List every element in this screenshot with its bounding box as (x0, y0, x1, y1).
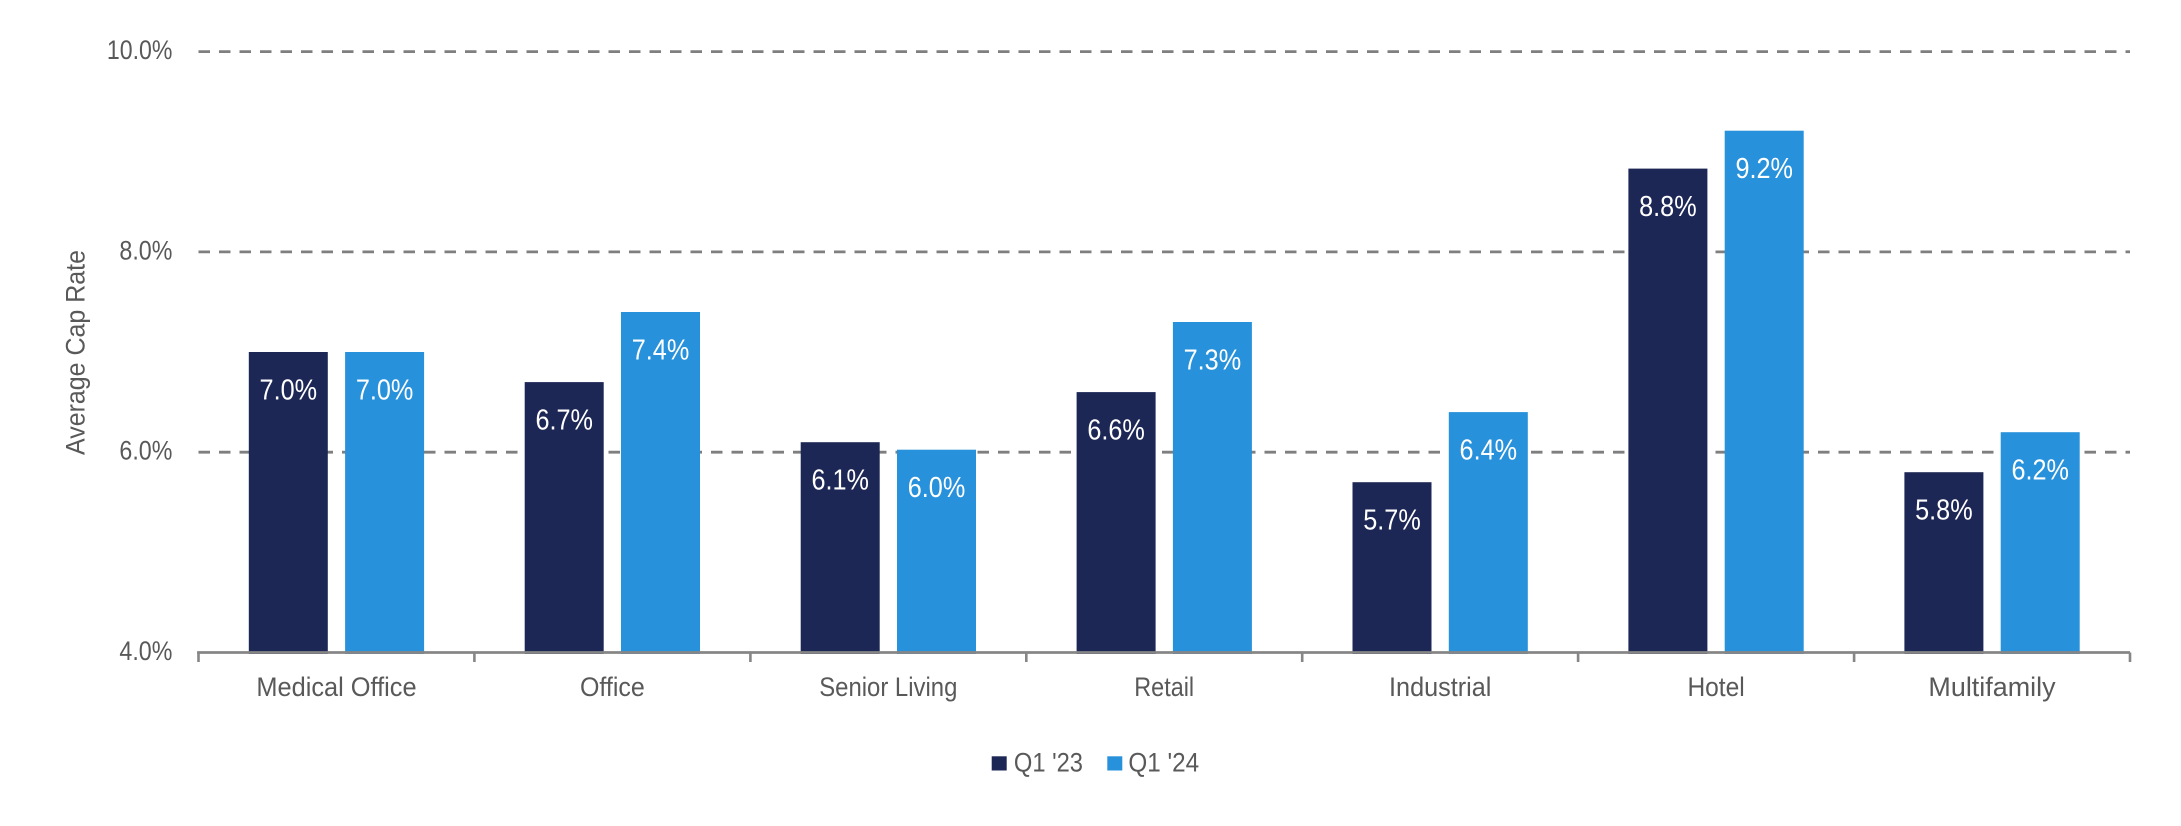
svg-text:Senior Living: Senior Living (819, 672, 957, 702)
svg-text:6.2%: 6.2% (2011, 454, 2069, 486)
svg-text:7.4%: 7.4% (632, 333, 690, 365)
svg-text:6.1%: 6.1% (811, 464, 869, 496)
svg-text:4.0%: 4.0% (119, 636, 172, 666)
svg-text:7.0%: 7.0% (260, 373, 318, 405)
svg-text:8.8%: 8.8% (1639, 190, 1697, 222)
svg-text:5.8%: 5.8% (1915, 494, 1973, 526)
svg-text:6.6%: 6.6% (1087, 413, 1145, 445)
svg-text:7.3%: 7.3% (1184, 343, 1242, 375)
svg-text:Multifamily: Multifamily (1928, 672, 2056, 702)
svg-text:Hotel: Hotel (1687, 672, 1744, 702)
svg-text:Industrial: Industrial (1389, 672, 1491, 702)
svg-text:9.2%: 9.2% (1735, 152, 1793, 184)
svg-text:8.0%: 8.0% (119, 235, 172, 265)
svg-text:6.0%: 6.0% (119, 436, 172, 466)
svg-text:6.4%: 6.4% (1460, 433, 1518, 465)
svg-text:5.7%: 5.7% (1363, 504, 1421, 536)
svg-text:Medical Office: Medical Office (256, 672, 416, 702)
svg-text:7.0%: 7.0% (356, 373, 414, 405)
svg-text:6.7%: 6.7% (535, 403, 593, 435)
svg-text:Retail: Retail (1134, 672, 1194, 702)
svg-text:Q1 '24: Q1 '24 (1128, 748, 1199, 778)
svg-text:Average Cap Rate: Average Cap Rate (61, 250, 91, 455)
svg-text:Q1 '23: Q1 '23 (1014, 748, 1083, 778)
svg-text:6.0%: 6.0% (908, 471, 966, 503)
svg-text:10.0%: 10.0% (107, 35, 173, 65)
svg-text:Office: Office (580, 672, 645, 702)
